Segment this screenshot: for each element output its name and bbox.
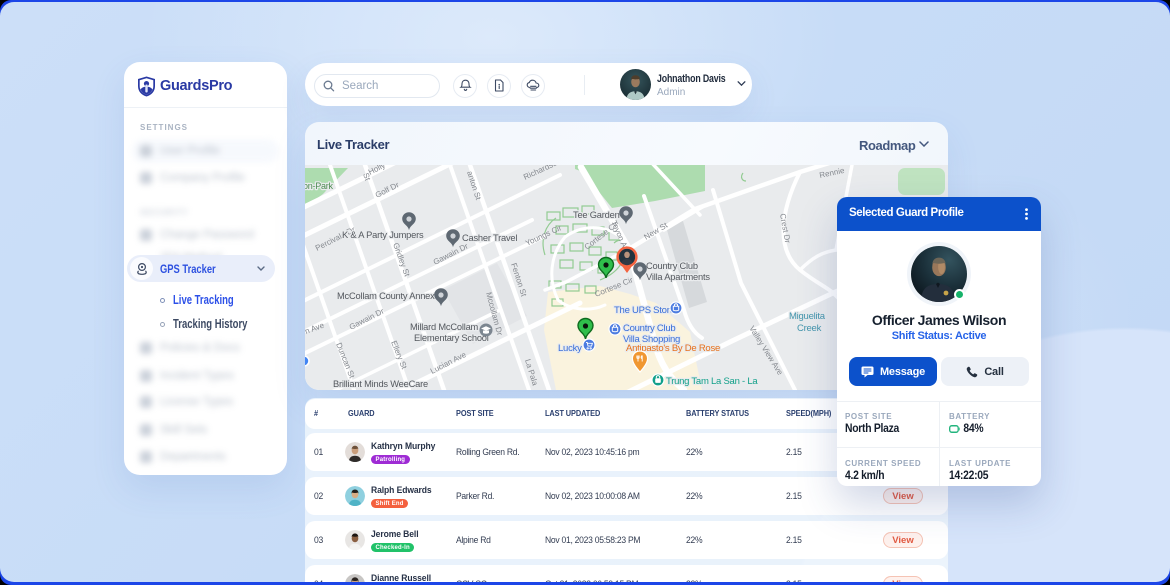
svg-text:Holly: Holly	[367, 165, 387, 177]
svg-text:Casher Travel: Casher Travel	[462, 233, 517, 243]
svg-text:McCollam County Annex: McCollam County Annex	[337, 291, 435, 301]
svg-text:Lucky: Lucky	[558, 343, 582, 354]
svg-text:Elementary School: Elementary School	[414, 333, 489, 343]
svg-text:Tee Garden: Tee Garden	[573, 210, 620, 220]
svg-text:Country Club: Country Club	[623, 323, 675, 334]
svg-text:Millard McCollam: Millard McCollam	[410, 322, 479, 332]
svg-text:Miguelita: Miguelita	[789, 311, 826, 322]
svg-text:St: St	[361, 172, 372, 183]
svg-text:Villa Apartments: Villa Apartments	[646, 272, 710, 282]
svg-text:Villa Shopping: Villa Shopping	[623, 334, 680, 345]
svg-text:Antipasto's By De Rose: Antipasto's By De Rose	[626, 343, 720, 354]
svg-text:Trung Tam La San - La: Trung Tam La San - La	[666, 376, 758, 387]
svg-text:Brilliant Minds WeeCare: Brilliant Minds WeeCare	[333, 379, 428, 389]
svg-text:The UPS Store: The UPS Store	[614, 305, 675, 316]
svg-text:K & A Party Jumpers: K & A Party Jumpers	[342, 230, 424, 240]
svg-text:Creek: Creek	[797, 323, 822, 334]
svg-text:Country Club: Country Club	[646, 261, 698, 271]
svg-text:on-Park: on-Park	[305, 181, 334, 191]
